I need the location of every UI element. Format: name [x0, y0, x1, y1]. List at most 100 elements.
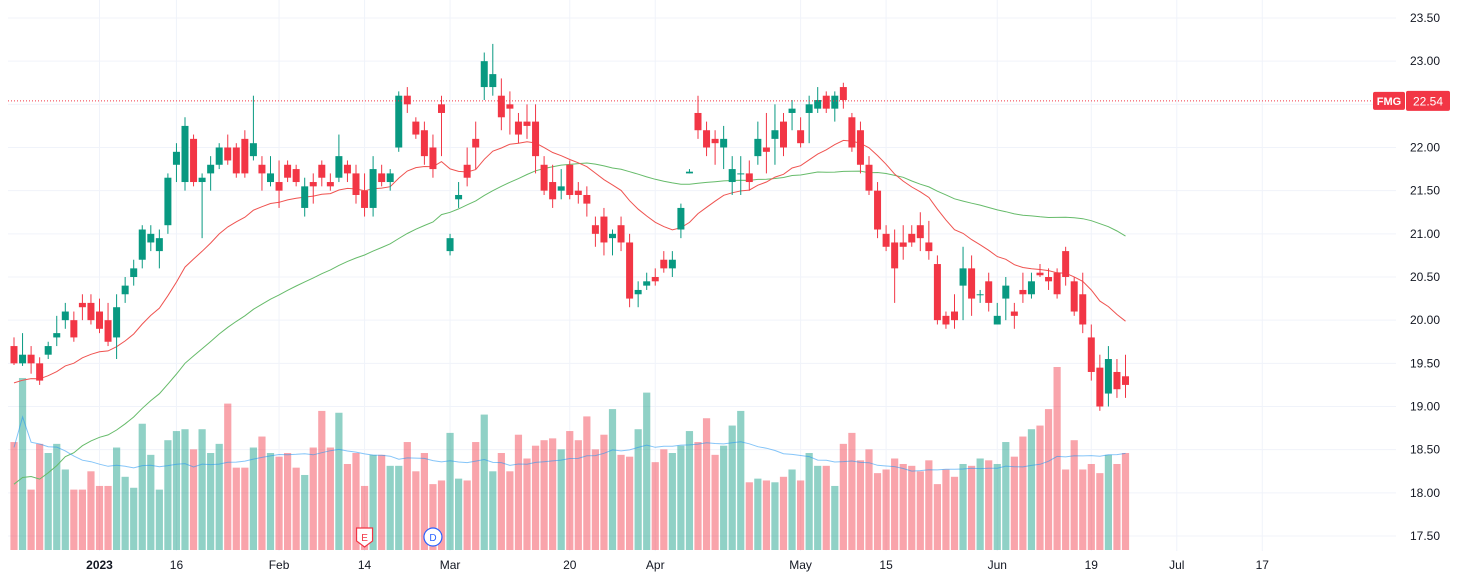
volume-bar	[1002, 442, 1010, 550]
volume-bar	[224, 403, 232, 550]
candle-body	[1079, 294, 1087, 325]
price-axis-label: 20.50	[1410, 270, 1440, 284]
volume-bar	[976, 458, 984, 550]
volume-bar	[87, 471, 95, 550]
candle-body	[232, 147, 240, 174]
volume-bar	[549, 438, 557, 550]
time-axis-label: 14	[358, 558, 372, 572]
candle-body	[797, 130, 805, 144]
volume-bar	[249, 447, 257, 550]
volume-bar	[472, 442, 480, 550]
volume-bar	[968, 465, 976, 550]
candle-body	[703, 130, 711, 148]
volume-bar	[908, 465, 916, 550]
candle-body	[1036, 272, 1044, 276]
volume-bar	[685, 431, 694, 550]
volume-bar	[865, 449, 873, 550]
candle-body	[335, 156, 343, 178]
last-price-tag	[1406, 90, 1450, 111]
candle-body	[814, 100, 822, 109]
time-axis-label: 19	[1085, 558, 1099, 572]
volume-bar	[762, 480, 770, 550]
candle-body	[480, 61, 488, 88]
candle-body	[1027, 281, 1035, 295]
time-axis-label: May	[789, 558, 812, 572]
volume-bar	[754, 478, 762, 550]
volume-bar	[480, 414, 488, 550]
volume-bar	[873, 473, 882, 550]
volume-bar	[583, 416, 591, 550]
earnings-marker-icon[interactable]	[355, 527, 374, 548]
volume-bar	[1070, 440, 1078, 550]
volume-bar	[779, 476, 788, 550]
candle-body	[762, 147, 770, 152]
volume-bar	[360, 485, 369, 550]
volume-bar	[369, 454, 377, 550]
candle-body	[130, 268, 138, 277]
volume-bar	[1010, 456, 1018, 550]
candle-body	[96, 311, 103, 329]
volume-bar	[839, 443, 847, 550]
volume-bar	[155, 489, 163, 550]
candle-body	[643, 281, 651, 286]
candle-body	[292, 169, 300, 183]
candle-body	[70, 320, 78, 338]
volume-bar	[181, 429, 189, 550]
volume-bar	[164, 440, 172, 550]
volume-bar	[1121, 453, 1130, 550]
volume-bar	[292, 467, 300, 550]
candle-body	[788, 108, 796, 113]
volume-bar	[104, 485, 112, 550]
volume-bar	[378, 454, 386, 550]
ticker-tag[interactable]	[1373, 91, 1405, 110]
volume-bar	[1096, 473, 1104, 550]
candle-body	[771, 130, 779, 139]
candle-body	[617, 225, 625, 243]
volume-bar	[805, 453, 813, 550]
volume-bar	[395, 465, 403, 550]
ticker-label: FMG	[1377, 96, 1401, 108]
volume-bar	[70, 489, 78, 550]
volume-bar	[318, 410, 326, 550]
volume-bar	[386, 465, 394, 550]
volume-bar	[814, 465, 822, 550]
candle-body	[275, 182, 283, 191]
volume-bar	[848, 432, 856, 550]
candle-body	[27, 354, 35, 364]
volume-bar	[523, 458, 531, 550]
price-axis-label: 22.00	[1410, 141, 1440, 155]
candle-body	[874, 190, 882, 230]
candle-body	[138, 229, 146, 260]
candle-body	[523, 121, 531, 126]
candle-body	[1113, 371, 1121, 390]
volume-bar	[232, 467, 240, 550]
candle-body	[685, 171, 693, 174]
volume-bar	[925, 460, 933, 550]
time-axis-label: Jul	[1169, 558, 1184, 572]
volume-bar	[121, 476, 129, 550]
volume-bar	[1062, 469, 1070, 550]
candle-body	[121, 285, 129, 295]
volume-bar	[728, 425, 736, 550]
volume-bar	[899, 463, 907, 550]
volume-bar	[446, 432, 454, 550]
volume-bar	[36, 443, 44, 550]
volume-bar	[1079, 469, 1087, 550]
volume-bar	[18, 377, 27, 550]
volume-bar	[420, 453, 428, 550]
candle-body	[566, 164, 574, 195]
volume-bar	[617, 454, 625, 550]
candle-body	[985, 281, 993, 303]
dividend-marker-icon[interactable]	[423, 527, 443, 547]
candle-body	[925, 242, 933, 252]
volume-bar	[215, 443, 223, 550]
candle-body	[557, 186, 565, 191]
candle-body	[326, 182, 334, 187]
volume-bar	[720, 445, 728, 550]
candle-body	[241, 138, 249, 174]
candle-body	[754, 138, 762, 157]
volume-bar	[309, 447, 317, 550]
volume-bar	[284, 453, 292, 550]
